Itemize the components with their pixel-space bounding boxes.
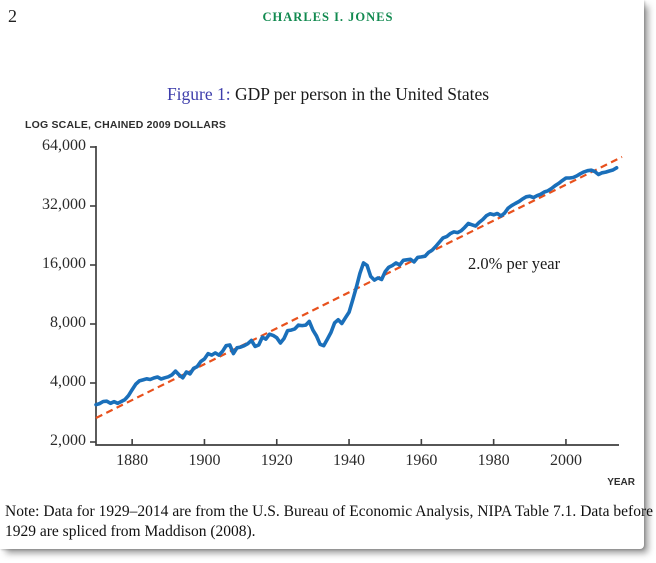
figure-title-text: GDP per person in the United States <box>230 84 490 104</box>
y-axis-caption: LOG SCALE, CHAINED 2009 DOLLARS <box>25 119 227 131</box>
x-tick-label: 1980 <box>477 452 510 469</box>
y-tick-label: 2,000 <box>50 432 86 449</box>
y-tick-label: 64,000 <box>42 137 86 154</box>
growth-rate-annotation: 2.0% per year <box>468 254 561 273</box>
trend-line <box>95 155 623 419</box>
plot-axes <box>95 146 619 446</box>
x-axis-label: YEAR <box>607 477 635 488</box>
y-tick-label: 32,000 <box>42 196 86 213</box>
running-header: CHARLES I. JONES <box>262 10 394 24</box>
figure-note: Note: Data for 1929–2014 are from the U.… <box>5 503 653 541</box>
x-tick-label: 1920 <box>260 452 293 469</box>
page-number: 2 <box>8 6 17 26</box>
y-tick-label: 16,000 <box>42 255 86 272</box>
figure-label: Figure 1: <box>166 84 231 104</box>
x-tick-label: 1960 <box>405 452 438 469</box>
x-tick-label: 2000 <box>549 452 582 469</box>
gdp-series-line <box>94 166 619 407</box>
axis-ticks <box>90 146 567 445</box>
x-tick-label: 1940 <box>333 452 366 469</box>
y-tick-label: 8,000 <box>50 314 86 331</box>
x-tick-label: 1880 <box>116 452 149 469</box>
page-sheet <box>0 0 644 549</box>
figure-caption: Figure 1: GDP per person in the United S… <box>0 84 656 105</box>
x-tick-label: 1900 <box>188 452 221 469</box>
y-tick-label: 4,000 <box>50 373 86 390</box>
